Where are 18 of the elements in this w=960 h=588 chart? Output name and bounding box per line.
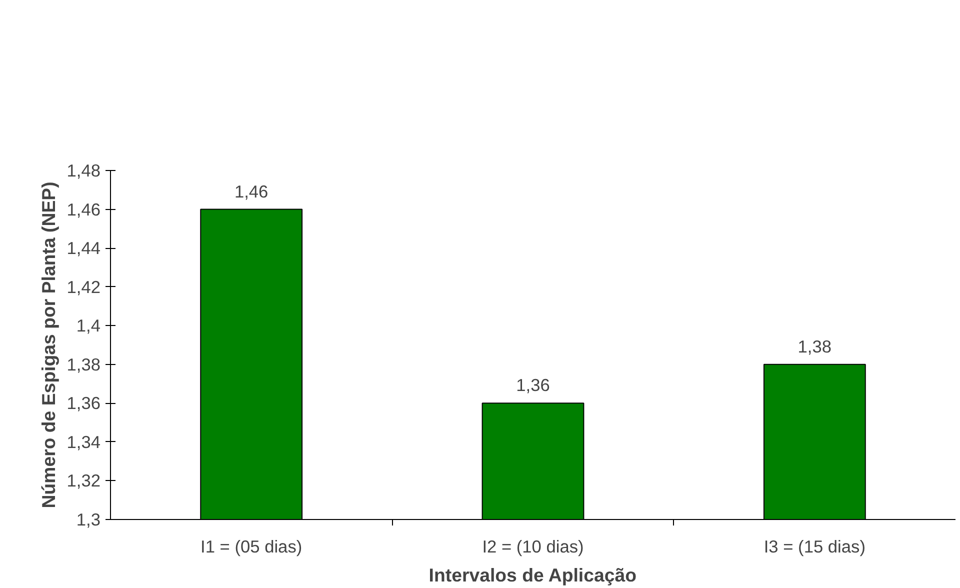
y-tick-label: 1,42 — [66, 276, 101, 297]
y-tick-label: 1,36 — [66, 393, 101, 414]
data-label: 1,46 — [234, 181, 268, 202]
data-label: 1,36 — [516, 375, 550, 396]
y-tick-label: 1,32 — [66, 470, 101, 491]
y-tick-label: 1,4 — [76, 316, 101, 336]
y-axis-title: Número de Espigas por Planta (NEP) — [38, 182, 59, 508]
x-tick-label: I2 = (10 dias) — [482, 536, 584, 556]
y-tick-label: 1,38 — [66, 354, 101, 374]
y-tick-label: 1,44 — [66, 238, 101, 258]
x-axis-title: Intervalos de Aplicação — [428, 564, 637, 586]
x-tick-label: I1 = (05 dias) — [200, 536, 302, 556]
y-tick-label: 1,48 — [66, 160, 101, 180]
y-tick-label: 1,3 — [76, 510, 101, 530]
data-label: 1,38 — [798, 336, 832, 356]
y-tick-label: 1,46 — [66, 199, 101, 220]
y-tick-label: 1,34 — [66, 432, 101, 452]
x-tick-label: I3 = (15 dias) — [764, 536, 866, 556]
